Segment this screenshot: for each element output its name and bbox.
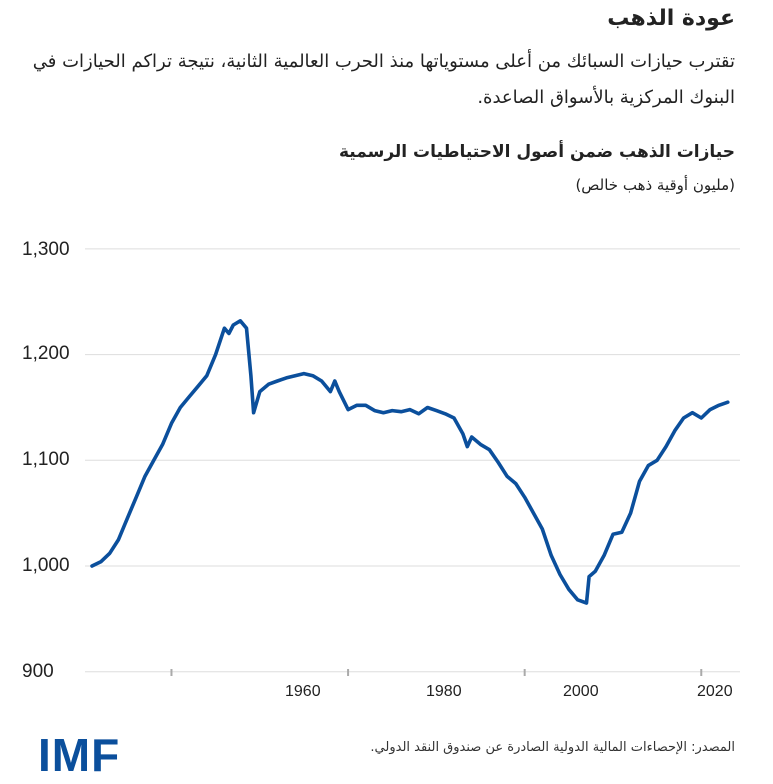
- y-tick-label: 1,200: [22, 343, 70, 364]
- chart-unit-label: (مليون أوقية ذهب خالص): [575, 176, 735, 194]
- x-tick-label: 2020: [697, 683, 733, 700]
- y-tick-label: 1,100: [22, 449, 70, 470]
- x-tick-label: 1980: [426, 683, 462, 700]
- y-tick-label: 1,300: [22, 239, 70, 260]
- y-tick-label: 1,000: [22, 555, 70, 576]
- gold-holdings-line: [90, 319, 730, 605]
- x-axis-ticks: [170, 669, 703, 676]
- chart-gridlines: [85, 248, 740, 673]
- page-title: عودة الذهب: [607, 6, 735, 31]
- x-tick-label: 1960: [285, 683, 321, 700]
- chart-title: حيازات الذهب ضمن أصول الاحتياطيات الرسمي…: [338, 142, 735, 162]
- y-tick-label: 900: [22, 661, 54, 682]
- page-subtitle: تقترب حيازات السبائك من أعلى مستوياتها م…: [32, 51, 735, 108]
- x-tick-label: 2000: [563, 683, 599, 700]
- imf-logo: IMF: [38, 729, 121, 781]
- source-note: المصدر: الإحصاءات المالية الدولية الصادر…: [370, 740, 735, 755]
